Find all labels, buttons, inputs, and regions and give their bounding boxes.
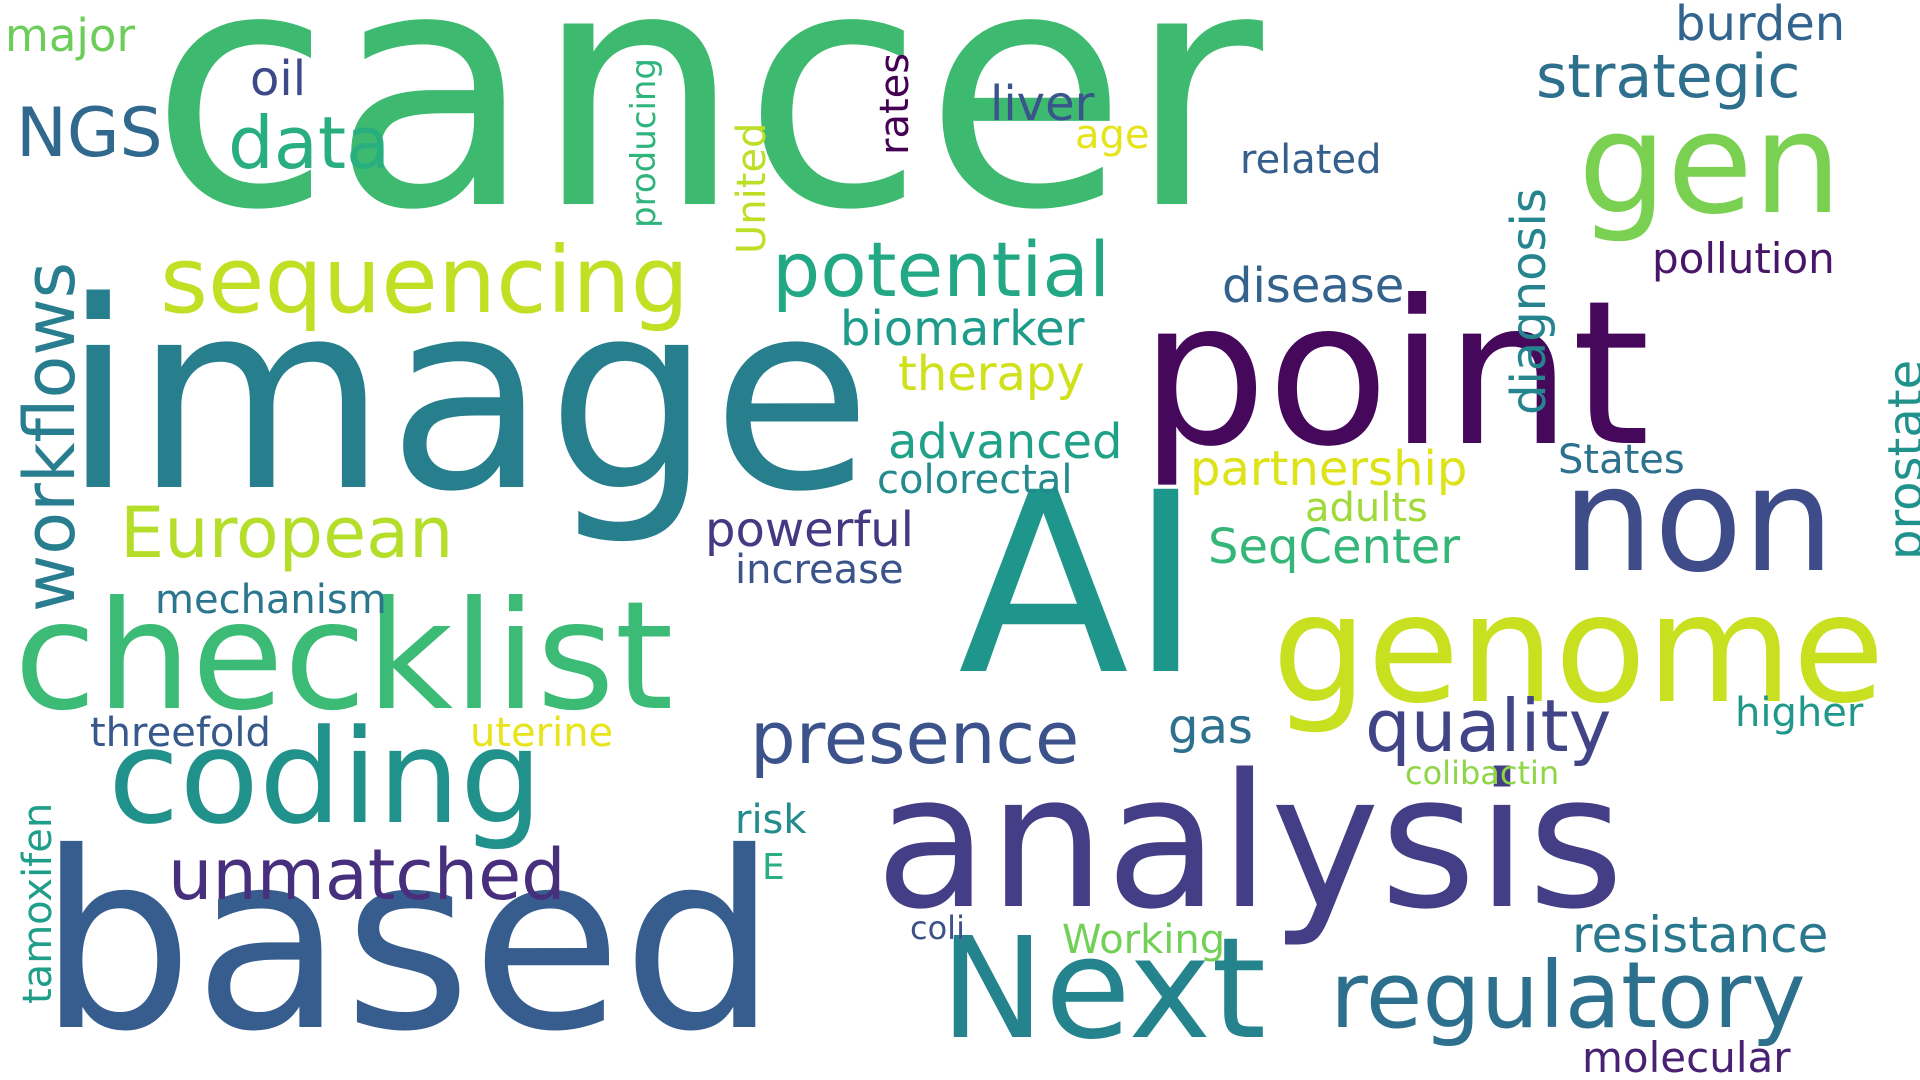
word-major: major xyxy=(5,9,135,62)
word-AI: AI xyxy=(958,439,1203,730)
word-presence: presence xyxy=(750,696,1080,780)
word-Next: Next xyxy=(940,908,1267,1071)
word-image: image xyxy=(62,247,872,549)
word-point: point xyxy=(1140,258,1651,491)
word-based: based xyxy=(38,800,778,1080)
word-analysis: analysis xyxy=(875,734,1625,950)
word-rates: rates xyxy=(872,52,918,155)
word-advanced: advanced xyxy=(888,414,1123,470)
word-potential: potential xyxy=(772,225,1111,314)
word-SeqCenter: SeqCenter xyxy=(1208,519,1461,575)
word-strategic: strategic xyxy=(1536,42,1801,112)
word-resistance: resistance xyxy=(1572,906,1829,964)
word-data: data xyxy=(228,101,391,185)
word-powerful: powerful xyxy=(705,502,915,558)
word-adults: adults xyxy=(1305,485,1428,531)
word-coli: coli xyxy=(910,909,965,947)
word-diagnosis: diagnosis xyxy=(1501,188,1557,415)
word-quality: quality xyxy=(1365,684,1612,768)
word-genome: genome xyxy=(1272,563,1885,737)
word-colibactin: colibactin xyxy=(1405,754,1560,792)
word-regulatory: regulatory xyxy=(1330,942,1806,1049)
word-gas: gas xyxy=(1168,699,1253,755)
word-molecular: molecular xyxy=(1582,1033,1791,1080)
word-age: age xyxy=(1075,112,1150,158)
word-biomarker: biomarker xyxy=(840,301,1085,357)
word-European: European xyxy=(120,492,454,574)
word-United: United xyxy=(729,122,775,254)
word-threefold: threefold xyxy=(90,710,271,756)
word-workflows: workflows xyxy=(9,261,91,612)
word-tamoxifen: tamoxifen xyxy=(15,802,61,1004)
word-E: E xyxy=(762,847,785,888)
word-uterine: uterine xyxy=(470,710,614,756)
word-liver: liver xyxy=(990,76,1095,132)
word-prostate: prostate xyxy=(1878,359,1920,560)
word-sequencing: sequencing xyxy=(160,227,689,334)
word-coding: coding xyxy=(108,701,543,853)
word-Working: Working xyxy=(1062,917,1226,963)
word-unmatched: unmatched xyxy=(168,834,566,916)
word-higher: higher xyxy=(1735,690,1864,736)
word-cancer: cancer xyxy=(150,0,1263,282)
word-checklist: checklist xyxy=(14,570,674,744)
word-therapy: therapy xyxy=(898,346,1085,402)
word-producing: producing xyxy=(624,57,664,228)
word-risk: risk xyxy=(735,797,807,843)
word-colorectal: colorectal xyxy=(877,457,1073,503)
word-partnership: partnership xyxy=(1190,441,1468,497)
word-disease: disease xyxy=(1222,258,1405,314)
word-non: non xyxy=(1562,436,1835,605)
word-increase: increase xyxy=(735,547,904,593)
word-NGS: NGS xyxy=(16,94,163,173)
word-related: related xyxy=(1240,137,1382,183)
word-gen: gen xyxy=(1578,83,1842,246)
word-mechanism: mechanism xyxy=(155,577,387,623)
word-burden: burden xyxy=(1675,0,1846,52)
word-States: States xyxy=(1558,437,1685,483)
word-oil: oil xyxy=(250,51,307,107)
word-pollution: pollution xyxy=(1652,234,1835,283)
